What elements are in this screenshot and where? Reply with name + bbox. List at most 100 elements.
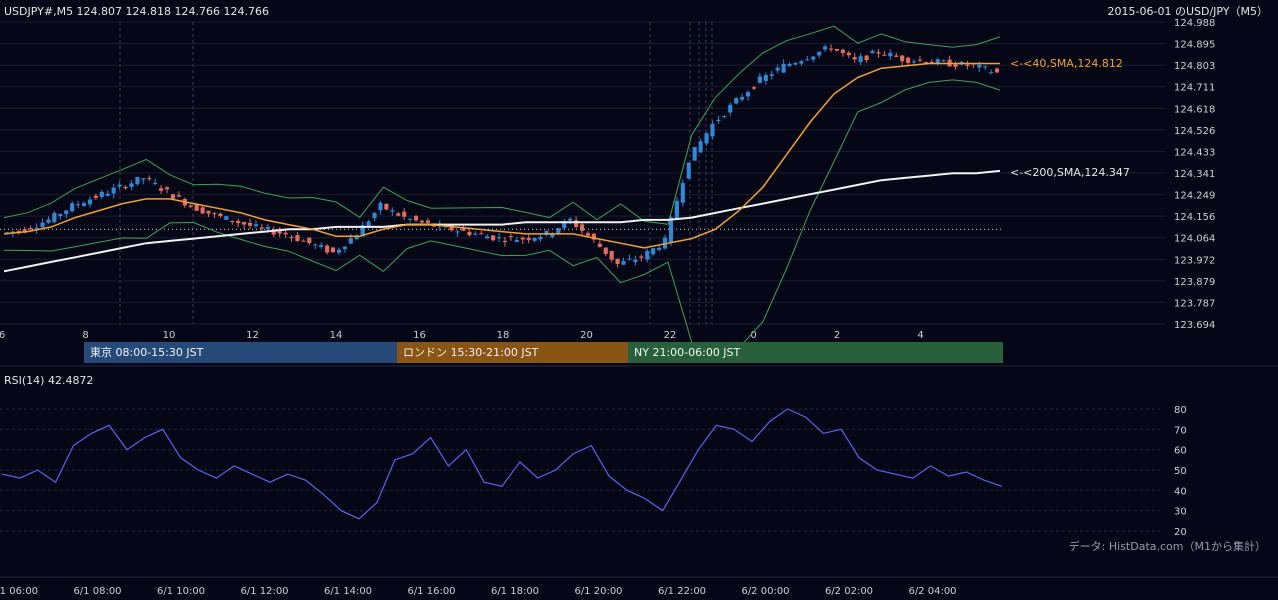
rsi-tick-label: 60: [1174, 446, 1187, 457]
y-tick-label: 124.156: [1174, 212, 1215, 223]
candle-body: [277, 230, 282, 234]
time-tick-label: 6/2 02:00: [825, 586, 873, 597]
candle-body: [141, 178, 146, 180]
candle-body: [502, 240, 508, 243]
candle-body: [710, 123, 715, 137]
candle-body: [906, 57, 911, 63]
candle-body: [467, 231, 472, 236]
time-tick-label: 6/1 22:00: [658, 586, 706, 597]
rsi-line: [1, 408, 1003, 520]
candle-body: [876, 52, 881, 54]
candle-body: [259, 227, 264, 229]
time-tick-label: 6/2 04:00: [908, 586, 956, 597]
candle-body: [740, 97, 745, 100]
candle-body: [218, 213, 223, 217]
candle-body: [520, 237, 525, 240]
candle-body: [170, 194, 176, 199]
candle-body: [989, 72, 994, 74]
candle-body: [419, 220, 425, 223]
candle-body: [787, 63, 792, 67]
x-tick-label: 12: [246, 330, 259, 341]
candle-body: [917, 59, 923, 61]
candle-body: [81, 203, 87, 207]
y-tick-label: 123.972: [1174, 255, 1215, 266]
candle-body: [953, 64, 958, 67]
candle-body: [301, 240, 306, 242]
candle-body: [378, 202, 383, 211]
candle-body: [544, 230, 549, 235]
candle-body: [704, 133, 709, 144]
candle-body: [159, 188, 164, 191]
candle-body: [805, 59, 810, 61]
candle-body: [449, 225, 454, 231]
y-tick-label: 124.064: [1174, 234, 1215, 245]
source-note: データ: HistData.com（M1から集計）: [1069, 539, 1266, 553]
candle-body: [817, 51, 822, 56]
candle-body: [336, 249, 342, 253]
candle-body: [840, 49, 845, 54]
candle-body: [348, 238, 353, 244]
candle-body: [651, 248, 656, 255]
candle-body: [894, 55, 899, 57]
x-tick-label: 6: [0, 330, 5, 341]
bollinger-lower: [3, 79, 1001, 362]
x-tick-label: 16: [413, 330, 426, 341]
candle-body: [123, 186, 128, 189]
x-tick-label: 20: [580, 330, 593, 341]
sma40-label: <-<40,SMA,124.812: [1010, 57, 1123, 70]
candle-body: [763, 74, 768, 81]
candle-body: [811, 56, 816, 60]
candle-body: [621, 261, 626, 265]
y-tick-label: 123.787: [1174, 298, 1215, 309]
candle-body: [224, 216, 229, 220]
candle-body: [408, 218, 413, 220]
candle-body: [674, 200, 679, 220]
candle-body: [253, 224, 259, 227]
candle-body: [212, 213, 217, 215]
candle-body: [994, 68, 1000, 73]
x-tick-label: 10: [163, 330, 176, 341]
candle-body: [514, 239, 519, 242]
x-tick-label: 0: [750, 330, 756, 341]
candle-body: [615, 258, 620, 264]
rsi-tick-label: 50: [1174, 466, 1187, 477]
candle-body: [935, 59, 940, 64]
candle-body: [117, 184, 122, 187]
candle-body: [194, 203, 199, 211]
candle-body: [639, 256, 644, 258]
bollinger-upper: [3, 25, 1001, 225]
y-tick-label: 124.895: [1174, 40, 1215, 51]
candle-body: [473, 233, 478, 235]
rsi-tick-label: 20: [1174, 527, 1187, 538]
candle-body: [888, 52, 893, 57]
candle-body: [307, 237, 312, 244]
candle-body: [76, 204, 81, 206]
session-newyork: NY 21:00-06:00 JST: [628, 342, 1003, 363]
session-tokyo: 東京 08:00-15:30 JST: [84, 342, 397, 363]
rsi-tick-label: 40: [1174, 486, 1187, 497]
y-tick-label: 124.803: [1174, 61, 1215, 72]
candle-body: [164, 187, 170, 190]
candle-body: [111, 187, 116, 194]
time-tick-label: 6/1 16:00: [407, 586, 455, 597]
candle-body: [603, 247, 608, 255]
candle-body: [366, 221, 371, 227]
candle-body: [485, 236, 490, 239]
candle-body: [550, 232, 555, 237]
candle-body: [828, 48, 834, 50]
rsi-label: RSI(14) 42.4872: [4, 374, 93, 387]
candle-body: [188, 205, 193, 207]
chart-title: 2015-06-01 のUSD/JPY（M5）: [1108, 5, 1268, 18]
candle-body: [206, 210, 211, 214]
candle-body: [965, 64, 970, 66]
candle-body: [781, 63, 786, 73]
candle-body: [585, 233, 591, 236]
rsi-tick-label: 80: [1174, 405, 1187, 416]
candle-body: [579, 224, 585, 231]
candle-body: [176, 195, 181, 197]
x-tick-label: 18: [497, 330, 510, 341]
candle-body: [129, 183, 134, 187]
rsi-tick-label: 70: [1174, 425, 1187, 436]
candle-body: [668, 217, 674, 243]
candle-body: [200, 207, 205, 214]
